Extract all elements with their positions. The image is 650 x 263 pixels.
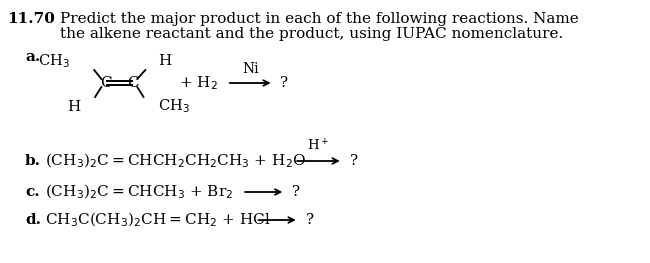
Text: 11.70: 11.70 bbox=[7, 12, 55, 26]
Text: d.: d. bbox=[25, 213, 41, 227]
Text: H$^+$: H$^+$ bbox=[307, 139, 330, 154]
Text: CH$_3$C(CH$_3$)$_2$CH$=$CH$_2$ + HCl: CH$_3$C(CH$_3$)$_2$CH$=$CH$_2$ + HCl bbox=[45, 211, 270, 229]
Text: b.: b. bbox=[25, 154, 41, 168]
Text: Ni: Ni bbox=[242, 62, 259, 76]
Text: c.: c. bbox=[25, 185, 40, 199]
Text: a.: a. bbox=[25, 50, 40, 64]
Text: CH$_3$: CH$_3$ bbox=[38, 52, 70, 70]
Text: ?: ? bbox=[280, 76, 288, 90]
Text: CH$_3$: CH$_3$ bbox=[158, 97, 190, 115]
Text: C: C bbox=[127, 76, 138, 90]
Text: ?: ? bbox=[350, 154, 358, 168]
Text: + H$_2$: + H$_2$ bbox=[179, 74, 218, 92]
Text: H: H bbox=[68, 100, 81, 114]
Text: H: H bbox=[158, 54, 171, 68]
Text: (CH$_3$)$_2$C$=$CHCH$_2$CH$_2$CH$_3$ + H$_2$O: (CH$_3$)$_2$C$=$CHCH$_2$CH$_2$CH$_3$ + H… bbox=[45, 152, 306, 170]
Text: the alkene reactant and the product, using IUPAC nomenclature.: the alkene reactant and the product, usi… bbox=[60, 27, 564, 41]
Text: (CH$_3$)$_2$C$=$CHCH$_3$ + Br$_2$: (CH$_3$)$_2$C$=$CHCH$_3$ + Br$_2$ bbox=[45, 183, 233, 201]
Text: ?: ? bbox=[306, 213, 314, 227]
Text: ?: ? bbox=[292, 185, 300, 199]
Text: Predict the major product in each of the following reactions. Name: Predict the major product in each of the… bbox=[60, 12, 579, 26]
Text: C: C bbox=[100, 76, 112, 90]
